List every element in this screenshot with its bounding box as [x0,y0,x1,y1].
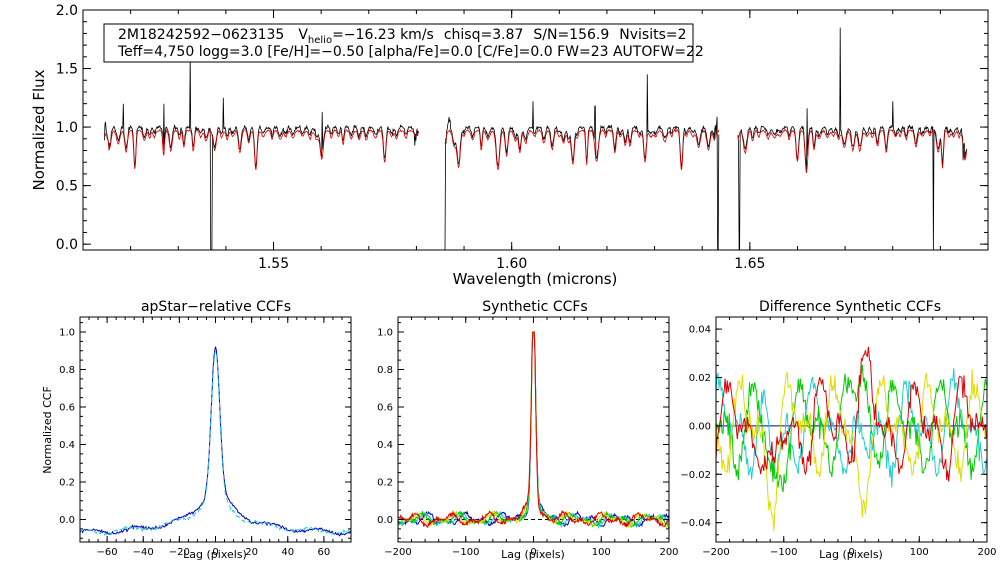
difference-ccf-series-4 [715,346,987,482]
info-box-frame [103,23,694,63]
y-tick-label: 1.5 [56,61,78,77]
info-line-1: 2M18242592−0623135 Vhelio=−16.23 km/s chis… [118,27,687,46]
synthetic-ccf-plot-area [397,331,670,530]
y-tick-label: 0.8 [377,365,393,376]
synthetic-ccf-series-3 [397,331,670,529]
x-tick-label: 200 [977,547,996,558]
ccf-panel-apstar: apStar−relative CCFs −60 −40 −20 0 20 40 60 0.0… [41,299,352,561]
spectrum-series-observed-chip-3 [737,27,967,251]
y-tick-label: −0.04 [680,518,711,529]
y-tick-label: 0.04 [689,325,711,336]
synthetic-ccf-series-1 [397,331,670,528]
x-tick-label: 0 [212,547,218,558]
apstar-ccf-plot-area [79,346,352,537]
synthetic-ccf-series-4 [397,331,670,529]
y-tick-label: 0.0 [377,515,393,526]
x-tick-label: 1.65 [734,256,765,272]
x-tick-label: −60 [97,547,118,558]
y-tick-label: 1.0 [59,328,75,339]
info-vhelio-value: =−16.23 km/s [332,27,434,43]
y-tick-label: 0.4 [377,440,393,451]
apstar-ccf-ylabel: Normalized CCF [41,386,54,474]
synthetic-ccf-series-2 [397,331,670,530]
synthetic-ccf-frame [397,316,670,543]
x-tick-label: −20 [169,547,190,558]
difference-ccf-series-2 [715,364,987,492]
info-box: 2M18242592−0623135 Vhelio=−16.23 km/s chis… [103,23,704,63]
y-tick-label: 0.5 [56,179,78,195]
ccf-panel-difference: Difference Synthetic CCFs −200 −100 0 100 20… [680,299,996,561]
spectrum-series-model-chip-1 [104,128,420,170]
y-tick-label: 0.02 [689,373,711,384]
apstar-ccf-series-2 [79,348,352,536]
ccf-panel-synthetic: Synthetic CCFs −200 −100 0 100 200 0.0 0.2 0.4 0… [377,299,678,561]
y-tick-label: 0.4 [59,440,75,451]
y-tick-label: 0.8 [59,365,75,376]
info-star-id: 2M18242592−0623135 [118,27,284,43]
y-tick-label: −0.02 [680,470,711,481]
info-nvisits: Nvisits=2 [619,27,686,43]
info-vhelio-subscript: helio [308,35,332,46]
synthetic-ccf-axes: −200 −100 0 100 200 0.0 0.2 0.4 0.6 0.8 1.0 [377,317,679,558]
y-tick-label: 2.0 [56,3,78,19]
y-tick-label: 0.6 [59,403,75,414]
spectrum-ylabel: Normalized Flux [30,69,48,190]
x-tick-label: −40 [133,547,154,558]
x-tick-label: 0 [848,547,854,558]
y-tick-label: 0.0 [56,237,78,253]
x-tick-label: −200 [384,547,411,558]
synthetic-ccf-xlabel: Lag (pixels) [501,548,565,561]
info-line-2: Teff=4,750 logg=3.0 [Fe/H]=−0.50 [alpha/… [117,44,704,60]
difference-ccf-title: Difference Synthetic CCFs [759,299,941,315]
spectrum-series-model-chip-2 [444,128,720,171]
x-tick-label: 40 [281,547,294,558]
x-tick-label: 0 [530,547,536,558]
spectrum-panel: 1.55 1.60 1.65 0.0 0.5 1.0 1.5 2.0 Normalized F… [30,3,989,288]
x-tick-label: 1.60 [496,256,527,272]
y-tick-label: 1.0 [56,120,78,136]
y-tick-label: 1.0 [377,328,393,339]
y-tick-label: 0.6 [377,403,393,414]
difference-ccf-series-3 [715,369,987,531]
spectrum-series-observed-chip-2 [444,74,720,251]
info-snr: S/N=156.9 [533,27,609,43]
apstar-ccf-title: apStar−relative CCFs [141,299,291,315]
x-tick-label: −200 [702,547,729,558]
x-tick-label: 1.55 [258,256,289,272]
difference-ccf-axes: −200 −100 0 100 200 −0.04 −0.02 0.00 0.02 0.04 [680,316,997,558]
spectrum-frame [82,9,989,251]
x-tick-label: −100 [770,547,797,558]
spectrum-axes: 1.55 1.60 1.65 0.0 0.5 1.0 1.5 2.0 [56,3,989,272]
y-tick-label: 0.2 [59,478,75,489]
x-tick-label: 100 [910,547,929,558]
spectrum-series-model-chip-3 [737,128,967,173]
difference-ccf-series-1 [715,368,987,488]
x-tick-label: 20 [245,547,258,558]
x-tick-label: 200 [659,547,678,558]
info-vhelio-symbol: V [298,27,308,43]
spectrum-series-observed-chip-1 [104,54,419,251]
apstar-ccf-series-1 [79,346,352,537]
x-tick-label: −100 [452,547,479,558]
x-tick-label: 60 [318,547,331,558]
info-chisq: chisq=3.87 [444,27,524,43]
difference-ccf-xlabel: Lag (pixels) [819,548,883,561]
spectrum-plot-area [104,27,967,251]
x-tick-label: 100 [592,547,611,558]
y-tick-label: 0.00 [689,421,711,432]
synthetic-ccf-title: Synthetic CCFs [482,299,587,315]
y-tick-label: 0.2 [377,478,393,489]
apstar-ccf-axes: −60 −40 −20 0 20 40 60 0.0 0.2 0.4 0.6 0.8 1.0 [59,317,352,558]
y-tick-label: 0.0 [59,515,75,526]
apstar-ccf-xlabel: Lag (pixels) [183,548,247,561]
synthetic-ccf-series-5 [397,331,670,528]
difference-ccf-plot-area [715,346,987,531]
spectrum-xlabel: Wavelength (microns) [453,270,618,288]
